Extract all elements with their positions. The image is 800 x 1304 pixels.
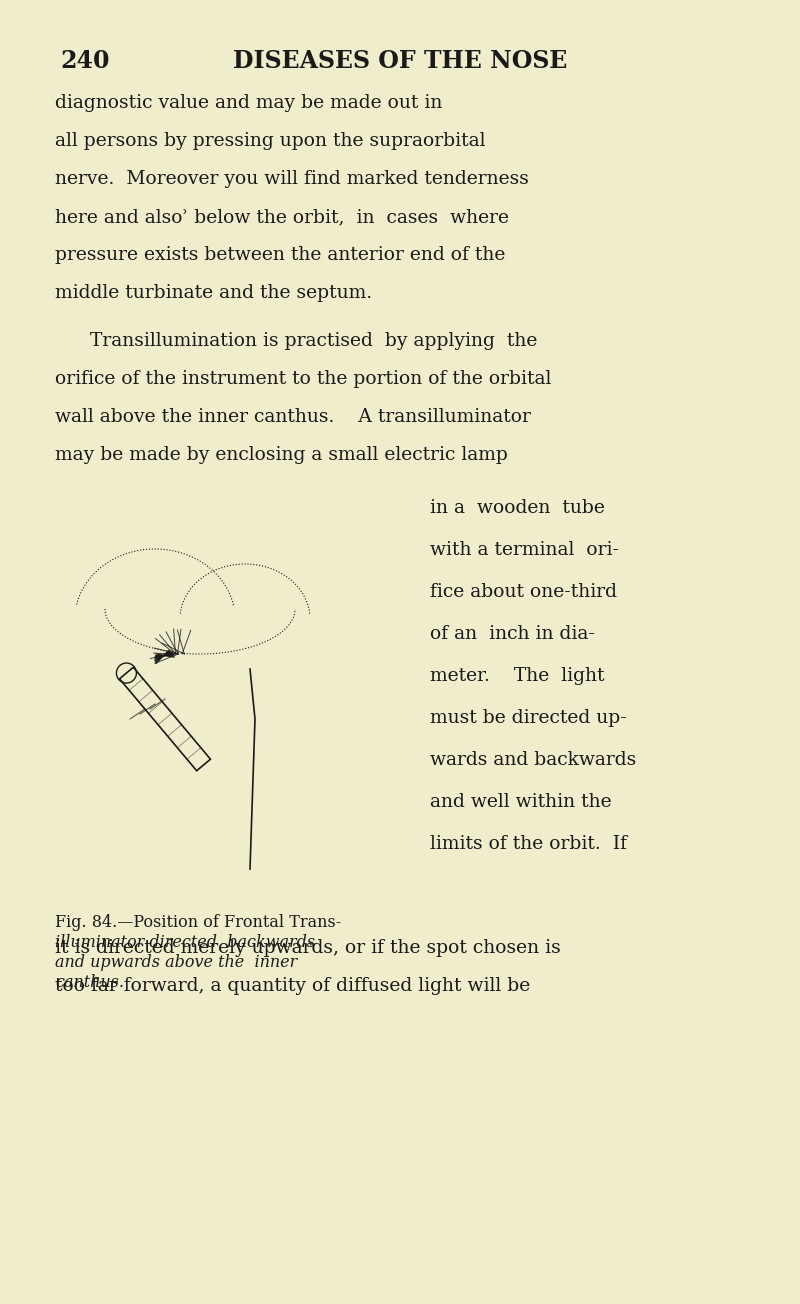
Text: and upwards above the  inner: and upwards above the inner [55, 955, 298, 971]
Text: here and alsoʾ below the orbit,  in  cases  where: here and alsoʾ below the orbit, in cases… [55, 209, 509, 226]
Text: fice about one-third: fice about one-third [430, 583, 617, 601]
Text: middle turbinate and the septum.: middle turbinate and the septum. [55, 284, 372, 303]
Text: canthus.: canthus. [55, 974, 124, 991]
Text: it is directed merely upwards, or if the spot chosen is: it is directed merely upwards, or if the… [55, 939, 561, 957]
Text: 240: 240 [60, 50, 110, 73]
Text: illuminator directed  backwards: illuminator directed backwards [55, 934, 315, 951]
Text: meter.    The  light: meter. The light [430, 668, 605, 685]
Text: DISEASES OF THE NOSE: DISEASES OF THE NOSE [233, 50, 567, 73]
Text: wards and backwards: wards and backwards [430, 751, 636, 769]
Text: Fig. 84.—Position of Frontal Trans-: Fig. 84.—Position of Frontal Trans- [55, 914, 342, 931]
Text: Transillumination is practised  by applying  the: Transillumination is practised by applyi… [90, 333, 538, 349]
Text: must be directed up-: must be directed up- [430, 709, 626, 728]
Text: diagnostic value and may be made out in: diagnostic value and may be made out in [55, 94, 442, 112]
Text: may be made by enclosing a small electric lamp: may be made by enclosing a small electri… [55, 446, 508, 464]
Text: pressure exists between the anterior end of the: pressure exists between the anterior end… [55, 246, 506, 263]
Text: too far forward, a quantity of diffused light will be: too far forward, a quantity of diffused … [55, 977, 530, 995]
Text: orifice of the instrument to the portion of the orbital: orifice of the instrument to the portion… [55, 370, 551, 389]
Text: in a  wooden  tube: in a wooden tube [430, 499, 605, 516]
Text: wall above the inner canthus.    A transilluminator: wall above the inner canthus. A transill… [55, 408, 531, 426]
Text: limits of the orbit.  If: limits of the orbit. If [430, 835, 627, 853]
Text: and well within the: and well within the [430, 793, 612, 811]
Text: with a terminal  ori-: with a terminal ori- [430, 541, 619, 559]
Text: of an  inch in dia-: of an inch in dia- [430, 625, 595, 643]
Text: all persons by pressing upon the supraorbital: all persons by pressing upon the supraor… [55, 132, 486, 150]
Text: nerve.  Moreover you will find marked tenderness: nerve. Moreover you will find marked ten… [55, 170, 529, 188]
